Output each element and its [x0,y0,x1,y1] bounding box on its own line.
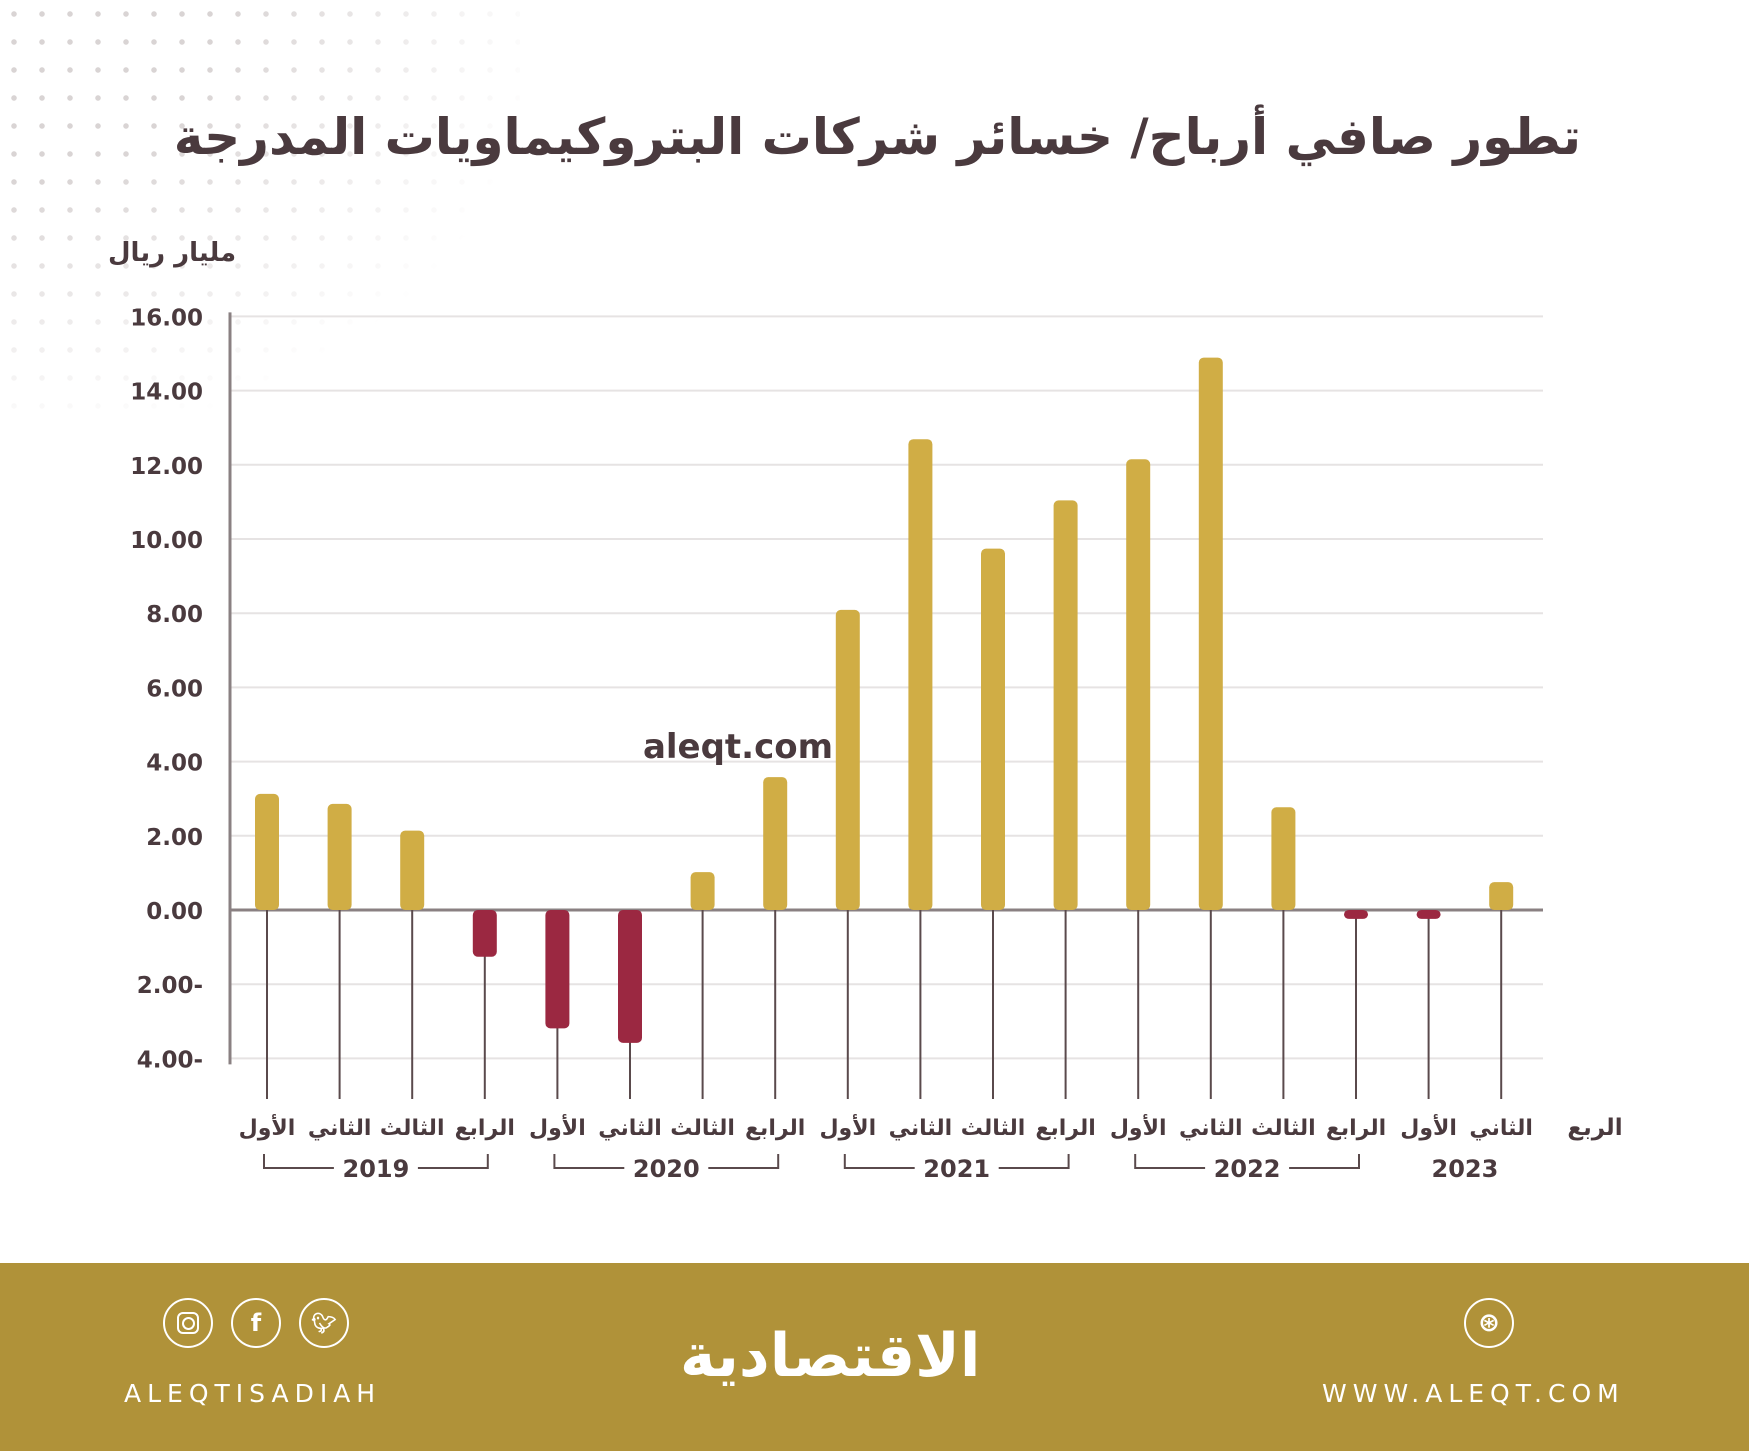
year-label: 2023 [1432,1155,1499,1183]
facebook-icon[interactable]: f [231,1298,281,1348]
x-axis-title: الربع [1567,1115,1622,1141]
y-tick-label: 14.00 [130,380,203,406]
y-tick-label: 0.00 [146,899,203,925]
website-url[interactable]: WWW.ALEQT.COM [1322,1379,1625,1408]
y-tick-label: 8.00 [146,602,203,628]
x-tick-label: الثالث [380,1116,445,1141]
y-tick-label: 16.00 [130,305,203,331]
x-tick-label: الأول [1110,1113,1167,1141]
year-label-bg [624,1152,709,1182]
x-tick-label: الأول [819,1113,876,1141]
bar [1416,910,1441,919]
x-tick-label: الرابع [1035,1116,1095,1141]
y-tick-label: 2.00 [146,825,203,851]
logo: الاقتصادية [680,1321,981,1391]
y-tick-label: 12.00 [130,454,203,480]
social-links: f 🐦︎ [163,1298,349,1348]
y-tick-label: 4.00 [146,751,203,777]
x-tick-label: الأول [529,1113,586,1141]
social-handle: ALEQTISADIAH [124,1379,382,1408]
bar [618,910,642,1043]
y-tick-label: 4.00- [137,1047,203,1073]
instagram-icon[interactable] [163,1298,213,1348]
bar [763,777,788,910]
x-tick-label: الرابع [1326,1116,1386,1141]
x-tick-label: الثاني [308,1116,372,1141]
year-label: 2019 [343,1155,410,1183]
bar [400,830,425,910]
bar [908,439,933,910]
dribbble-icon[interactable]: ⊛ [1464,1298,1514,1348]
twitter-icon[interactable]: 🐦︎ [299,1298,349,1348]
year-label-bg [1422,1152,1507,1182]
year-label: 2021 [923,1155,990,1183]
year-label-bg [333,1152,418,1182]
footer: f 🐦︎ ALEQTISADIAH الاقتصادية ⊛ WWW.ALEQT… [0,1263,1749,1451]
x-tick-label: الأول [239,1113,296,1141]
bar [1126,459,1151,910]
bar [327,803,352,910]
x-tick-label: الثالث [670,1116,735,1141]
year-label-bg [1205,1152,1290,1182]
year-label: 2022 [1214,1155,1281,1183]
x-tick-label: الثاني [889,1116,953,1141]
x-tick-label: الرابع [745,1116,805,1141]
chart-title: تطور صافي أرباح/ خسائر شركات البتروكيماو… [173,108,1581,166]
x-tick-label: الثاني [1179,1116,1243,1141]
x-tick-label: الثاني [598,1116,662,1141]
bar [1271,807,1296,910]
bar [545,910,570,1029]
bar-chart: 16.00 14.00 12.00 10.00 8.00 6.00 4.00 2.00 0.00… [130,305,1622,1183]
watermark: aleqt.com [643,727,833,767]
x-tick-label: الأول [1400,1113,1457,1141]
y-tick-label: 6.00 [146,676,203,702]
y-tick-label: 2.00- [137,973,203,999]
bar [255,793,279,910]
year-label: 2020 [633,1155,700,1183]
bar [472,910,497,957]
decorative-dots [0,0,520,420]
year-label-bg [914,1152,999,1182]
bar [690,872,715,910]
bar [1344,910,1368,919]
y-axis-unit: مليار ريال [108,238,237,268]
bar [1489,882,1514,910]
x-tick-label: الرابع [455,1116,515,1141]
bar [1198,357,1223,910]
y-tick-label: 10.00 [130,528,203,554]
website-link-icon-wrap: ⊛ [1464,1298,1514,1348]
x-tick-label: الثالث [1251,1116,1316,1141]
x-tick-label: الثالث [961,1116,1026,1141]
x-tick-label: الثاني [1469,1116,1533,1141]
bar [981,548,1005,910]
bar [835,609,860,910]
bar [1053,500,1078,910]
